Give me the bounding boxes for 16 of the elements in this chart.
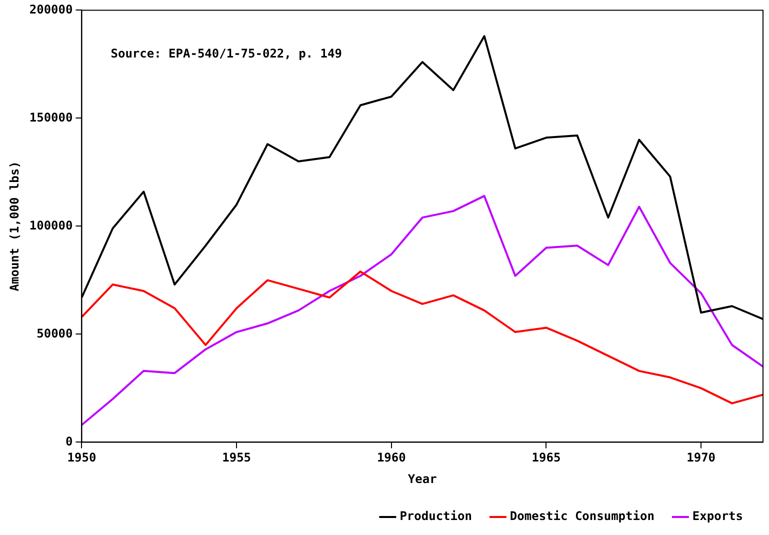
y-axis-title: Amount (1,000 lbs)	[7, 161, 22, 292]
legend-label: Domestic Consumption	[510, 509, 654, 524]
y-tick-label: 150000	[29, 110, 73, 124]
y-tick-label: 0	[66, 434, 73, 448]
x-tick-label: 1955	[222, 450, 252, 465]
x-axis-title: Year	[408, 472, 437, 486]
y-tick-label: 100000	[29, 218, 73, 232]
x-tick-label: 1970	[686, 450, 716, 465]
y-tick-label: 200000	[29, 2, 73, 16]
legend-label: Production	[400, 509, 472, 524]
x-tick-label: 1960	[376, 450, 406, 465]
legend-label: Exports	[692, 509, 744, 524]
x-tick-label: 1965	[532, 450, 561, 465]
y-tick-label: 50000	[36, 326, 73, 340]
x-tick-label: 1950	[67, 450, 96, 465]
annotation: Source: EPA-540/1-75-022, p. 149	[110, 46, 342, 60]
